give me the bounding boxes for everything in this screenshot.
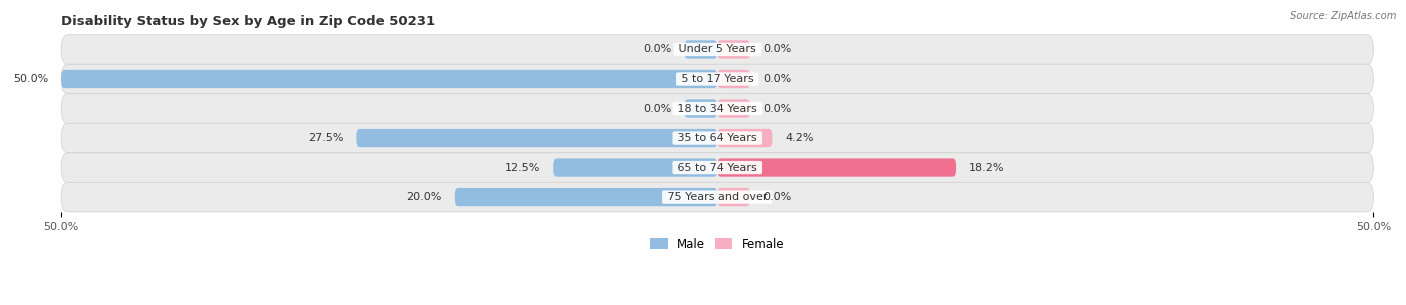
FancyBboxPatch shape — [717, 70, 749, 88]
FancyBboxPatch shape — [553, 158, 717, 177]
FancyBboxPatch shape — [717, 99, 749, 118]
FancyBboxPatch shape — [685, 99, 717, 118]
FancyBboxPatch shape — [60, 64, 1374, 94]
Text: 65 to 74 Years: 65 to 74 Years — [673, 163, 761, 173]
Text: 0.0%: 0.0% — [763, 74, 792, 84]
Text: Disability Status by Sex by Age in Zip Code 50231: Disability Status by Sex by Age in Zip C… — [60, 15, 436, 28]
Text: 0.0%: 0.0% — [763, 192, 792, 202]
Text: 0.0%: 0.0% — [763, 45, 792, 55]
FancyBboxPatch shape — [60, 94, 1374, 123]
Text: 75 Years and over: 75 Years and over — [664, 192, 770, 202]
FancyBboxPatch shape — [685, 40, 717, 59]
FancyBboxPatch shape — [60, 123, 1374, 153]
Text: 5 to 17 Years: 5 to 17 Years — [678, 74, 756, 84]
Text: 12.5%: 12.5% — [505, 163, 540, 173]
Text: 18 to 34 Years: 18 to 34 Years — [673, 103, 761, 113]
FancyBboxPatch shape — [60, 70, 717, 88]
FancyBboxPatch shape — [717, 188, 749, 206]
Text: Source: ZipAtlas.com: Source: ZipAtlas.com — [1289, 11, 1396, 21]
Legend: Male, Female: Male, Female — [645, 233, 789, 256]
FancyBboxPatch shape — [717, 40, 749, 59]
Text: 20.0%: 20.0% — [406, 192, 441, 202]
Text: 4.2%: 4.2% — [786, 133, 814, 143]
Text: 50.0%: 50.0% — [13, 74, 48, 84]
Text: 0.0%: 0.0% — [643, 45, 671, 55]
FancyBboxPatch shape — [60, 182, 1374, 212]
FancyBboxPatch shape — [717, 129, 772, 147]
Text: 0.0%: 0.0% — [643, 103, 671, 113]
FancyBboxPatch shape — [60, 35, 1374, 64]
FancyBboxPatch shape — [60, 153, 1374, 182]
Text: 35 to 64 Years: 35 to 64 Years — [675, 133, 761, 143]
Text: 18.2%: 18.2% — [969, 163, 1005, 173]
Text: 0.0%: 0.0% — [763, 103, 792, 113]
Text: Under 5 Years: Under 5 Years — [675, 45, 759, 55]
FancyBboxPatch shape — [717, 158, 956, 177]
FancyBboxPatch shape — [356, 129, 717, 147]
Text: 27.5%: 27.5% — [308, 133, 343, 143]
FancyBboxPatch shape — [454, 188, 717, 206]
